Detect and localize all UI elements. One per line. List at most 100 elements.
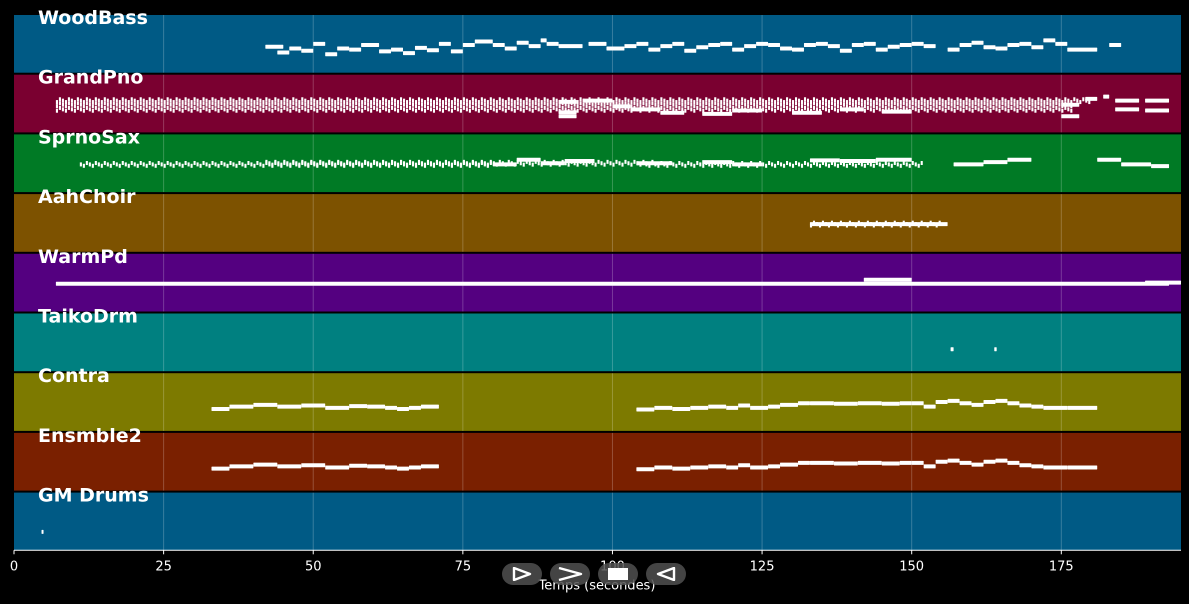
note — [411, 107, 415, 112]
note — [235, 100, 238, 105]
note — [783, 108, 786, 113]
note — [103, 97, 106, 102]
note — [809, 108, 813, 113]
note — [714, 105, 717, 110]
note — [331, 161, 334, 166]
note — [175, 101, 178, 106]
note — [1025, 104, 1028, 109]
note — [310, 159, 313, 164]
note — [400, 101, 403, 106]
note — [277, 404, 302, 409]
note — [621, 162, 624, 167]
note — [884, 105, 887, 110]
note — [1004, 107, 1007, 112]
note — [408, 405, 421, 410]
note — [513, 100, 516, 105]
forward-button[interactable] — [550, 563, 590, 585]
note — [792, 47, 804, 52]
note — [1061, 108, 1064, 113]
note — [145, 163, 148, 168]
note — [959, 102, 962, 107]
note — [55, 281, 1170, 286]
note — [382, 105, 385, 110]
note — [914, 98, 917, 103]
note — [543, 101, 546, 106]
note — [851, 43, 864, 48]
note — [349, 404, 368, 409]
note — [789, 162, 792, 167]
track-lane — [14, 492, 1181, 551]
note — [85, 97, 88, 102]
note — [226, 100, 229, 105]
track-label: GM Drums — [38, 485, 149, 507]
note — [983, 45, 996, 50]
note — [654, 465, 673, 470]
note — [594, 104, 597, 109]
note — [367, 464, 386, 469]
note — [325, 465, 350, 470]
note — [91, 104, 94, 109]
note — [483, 107, 486, 112]
note — [444, 159, 447, 164]
note — [1031, 107, 1034, 112]
note — [238, 105, 241, 110]
note — [947, 101, 950, 106]
note — [1058, 98, 1061, 103]
note — [971, 100, 974, 105]
note — [786, 161, 789, 166]
note — [528, 98, 531, 103]
note — [884, 97, 887, 102]
note — [687, 101, 690, 106]
note — [343, 162, 346, 167]
note — [681, 98, 684, 103]
note — [486, 100, 489, 105]
rewind-button[interactable] — [502, 563, 542, 585]
note — [989, 104, 992, 109]
note — [70, 98, 73, 103]
note — [648, 104, 651, 109]
note — [780, 46, 792, 51]
note — [830, 161, 833, 166]
note — [1043, 104, 1046, 109]
note — [504, 104, 507, 109]
note — [765, 163, 768, 168]
note — [938, 105, 941, 110]
note — [720, 163, 723, 168]
note — [127, 104, 130, 109]
note — [262, 163, 265, 168]
note — [1034, 100, 1037, 105]
note — [977, 107, 980, 112]
note — [501, 102, 504, 107]
stop-button[interactable] — [598, 563, 638, 585]
note — [121, 97, 124, 102]
back-button[interactable] — [646, 563, 686, 585]
note — [800, 104, 804, 109]
note — [815, 98, 819, 103]
note — [277, 98, 280, 103]
note — [627, 98, 630, 103]
note — [420, 161, 424, 166]
note — [591, 102, 594, 107]
note — [199, 100, 202, 105]
note — [857, 101, 860, 106]
note — [994, 347, 997, 352]
note — [64, 100, 67, 105]
note — [82, 100, 85, 105]
note — [423, 162, 427, 167]
note — [229, 464, 254, 469]
note — [217, 163, 220, 168]
note — [932, 98, 935, 103]
note — [977, 102, 980, 107]
note — [750, 465, 769, 470]
note — [456, 102, 459, 107]
note — [660, 110, 685, 115]
note — [166, 97, 169, 102]
note — [1076, 98, 1079, 103]
note — [408, 97, 412, 102]
note — [337, 159, 340, 164]
note — [603, 162, 606, 167]
note — [265, 101, 268, 106]
note — [388, 100, 391, 105]
note — [600, 161, 603, 166]
track-label: TaikoDrm — [38, 306, 138, 328]
